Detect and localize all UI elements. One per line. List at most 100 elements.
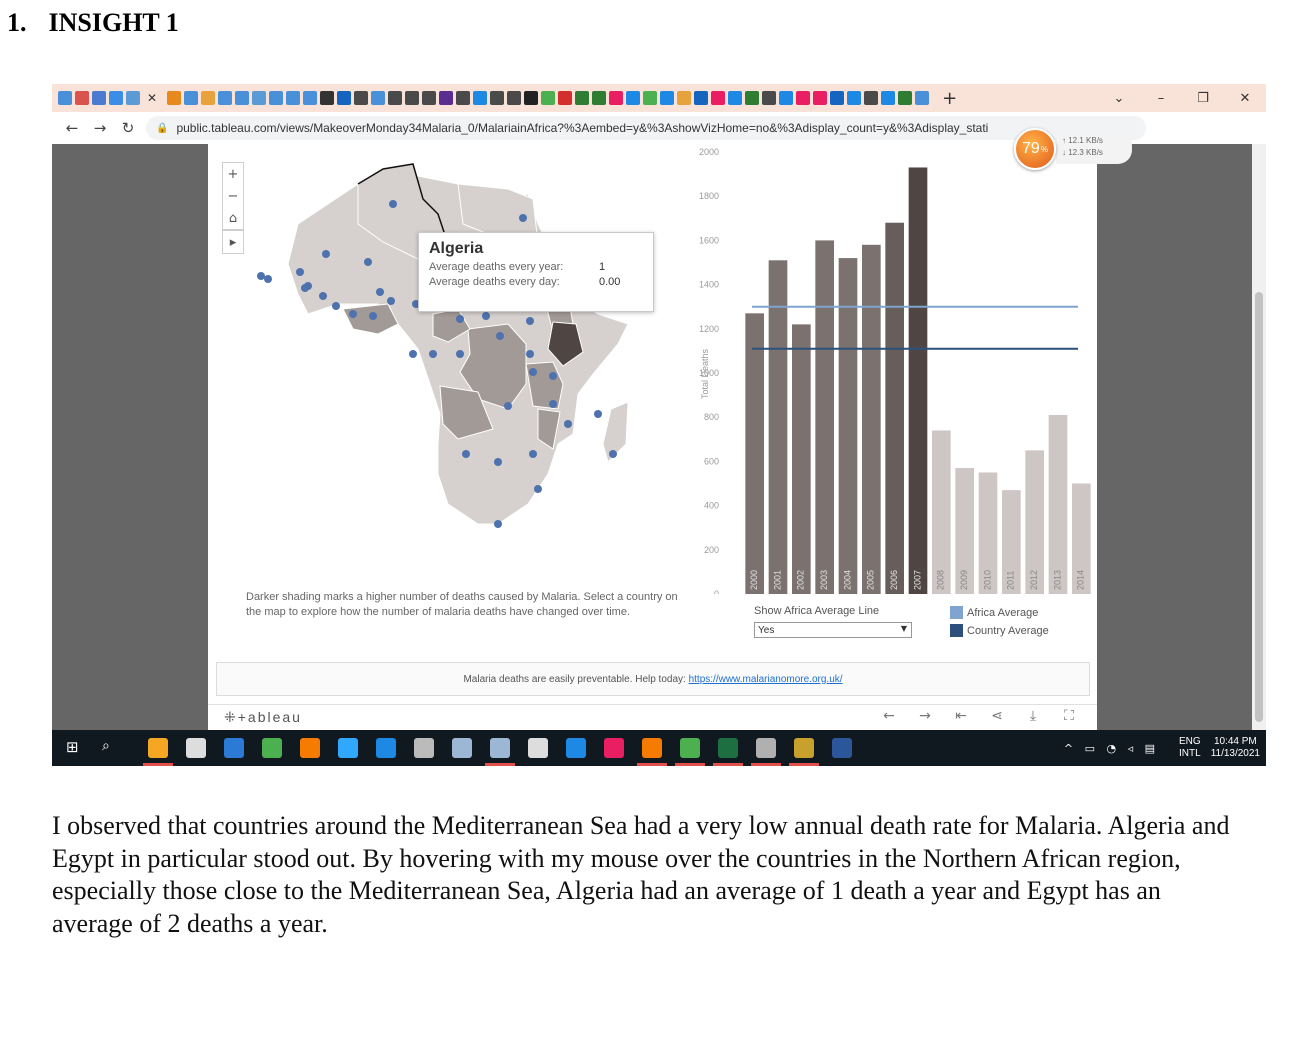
pinned-tab-icon[interactable]	[421, 91, 436, 105]
pinned-tab-icon[interactable]	[489, 91, 504, 105]
taskbar-app-icon[interactable]	[376, 738, 396, 758]
taskbar-app-icon[interactable]	[794, 738, 814, 758]
tray-icons[interactable]: ^ ▭ ◔ ◃ ▤	[1063, 741, 1160, 755]
taskbar-app-icon[interactable]	[148, 738, 168, 758]
page-scrollbar[interactable]	[1252, 144, 1266, 730]
pinned-tab-icon[interactable]	[710, 91, 725, 105]
pinned-tab-icon[interactable]	[863, 91, 878, 105]
taskbar-app-icon[interactable]	[186, 738, 206, 758]
taskbar-app-icon[interactable]	[832, 738, 852, 758]
pinned-tab-icon[interactable]	[812, 91, 827, 105]
map-country-dot[interactable]	[496, 332, 504, 340]
map-country-dot[interactable]	[304, 282, 312, 290]
pinned-tab-icon[interactable]	[268, 91, 283, 105]
pinned-tab-icon[interactable]	[727, 91, 742, 105]
pinned-tab-icon[interactable]	[829, 91, 844, 105]
pinned-tab-icon[interactable]	[217, 91, 232, 105]
africa-map[interactable]	[208, 144, 678, 584]
map-country-dot[interactable]	[462, 450, 470, 458]
reload-icon[interactable]: ↻	[121, 119, 135, 137]
taskbar-app-icon[interactable]	[490, 738, 510, 758]
pinned-tab-icon[interactable]	[778, 91, 793, 105]
map-country-dot[interactable]	[494, 458, 502, 466]
taskbar-app-icon[interactable]	[680, 738, 700, 758]
bar-2001[interactable]	[768, 260, 788, 594]
pinned-tab-icon[interactable]	[897, 91, 912, 105]
zoom-in-button[interactable]: +	[227, 166, 239, 182]
map-country-dot[interactable]	[319, 292, 327, 300]
bar-2000[interactable]	[745, 313, 764, 594]
taskbar-app-icon[interactable]	[566, 738, 586, 758]
map-country-dot[interactable]	[564, 420, 572, 428]
taskbar-app-icon[interactable]	[528, 738, 548, 758]
map-country-dot[interactable]	[529, 450, 537, 458]
map-country-dot[interactable]	[534, 485, 542, 493]
bar-2012[interactable]	[1025, 450, 1044, 594]
redo-icon[interactable]: →	[919, 708, 931, 724]
scrollbar-thumb[interactable]	[1255, 292, 1263, 722]
pinned-tab-icon[interactable]	[642, 91, 657, 105]
taskbar-app-icon[interactable]	[262, 738, 282, 758]
pinned-tab-icon[interactable]	[506, 91, 521, 105]
pinned-tab-icon[interactable]	[353, 91, 368, 105]
bar-2008[interactable]	[932, 430, 951, 594]
taskbar-app-icon[interactable]	[718, 738, 738, 758]
avg-line-select[interactable]: Yes ▼	[754, 622, 912, 638]
pinned-tab-icon[interactable]	[166, 91, 181, 105]
map-country-dot[interactable]	[332, 302, 340, 310]
map-country-dot[interactable]	[526, 317, 534, 325]
country-kenya[interactable]	[547, 321, 584, 367]
bar-2013[interactable]	[1048, 414, 1068, 594]
taskbar-app-icon[interactable]	[756, 738, 776, 758]
bar-2004[interactable]	[838, 258, 858, 594]
pinned-tab-icon[interactable]	[608, 91, 623, 105]
pinned-tab-icon[interactable]	[761, 91, 776, 105]
pinned-tab-icon[interactable]	[744, 91, 759, 105]
pinned-tab-icon[interactable]	[795, 91, 810, 105]
undo-icon[interactable]: ←	[883, 708, 895, 724]
pinned-tab-icon[interactable]	[523, 91, 538, 105]
map-country-dot[interactable]	[549, 400, 557, 408]
map-toolbar-toggle[interactable]: ▸	[222, 230, 244, 254]
pinned-tab-icon[interactable]	[285, 91, 300, 105]
forward-arrow-icon[interactable]: →	[93, 119, 107, 137]
country-mozambique[interactable]	[537, 408, 561, 450]
pinned-tab-icon[interactable]	[251, 91, 266, 105]
bar-2003[interactable]	[815, 240, 834, 594]
pinned-tab-icon[interactable]	[846, 91, 861, 105]
madagascar[interactable]	[602, 401, 629, 463]
pinned-tab-icon[interactable]	[659, 91, 674, 105]
play-arrow-icon[interactable]: ▸	[229, 234, 237, 250]
map-country-dot[interactable]	[594, 410, 602, 418]
taskbar-app-icon[interactable]	[452, 738, 472, 758]
close-window-button[interactable]: ✕	[1239, 90, 1251, 106]
pinned-tab-icon[interactable]	[880, 91, 895, 105]
taskbar-app-icon[interactable]	[414, 738, 434, 758]
taskbar-app-icon[interactable]	[642, 738, 662, 758]
bar-2010[interactable]	[978, 472, 998, 594]
bar-2005[interactable]	[862, 244, 881, 594]
share-icon[interactable]: ⋖	[991, 708, 1003, 724]
map-country-dot[interactable]	[264, 275, 272, 283]
map-country-dot[interactable]	[609, 450, 617, 458]
pinned-tab-icon[interactable]	[404, 91, 419, 105]
map-country-dot[interactable]	[456, 315, 464, 323]
bar-2002[interactable]	[792, 324, 811, 594]
pinned-tab-icon[interactable]	[370, 91, 385, 105]
pinned-tab-icon[interactable]	[693, 91, 708, 105]
search-icon[interactable]: ⌕	[102, 738, 110, 754]
map-country-dot[interactable]	[494, 520, 502, 528]
map-country-dot[interactable]	[387, 297, 395, 305]
map-country-dot[interactable]	[349, 310, 357, 318]
tab-close-icon[interactable]: ✕	[147, 91, 158, 105]
pinned-tab-icon[interactable]	[540, 91, 555, 105]
language-indicator[interactable]: ENG INTL	[1179, 736, 1201, 760]
bar-2007[interactable]	[908, 167, 928, 594]
restore-button[interactable]: ❐	[1197, 90, 1209, 106]
pinned-tab-icon[interactable]	[557, 91, 572, 105]
pinned-tab-icon[interactable]	[302, 91, 317, 105]
pinned-tab-icon[interactable]	[625, 91, 640, 105]
map-country-dot[interactable]	[429, 350, 437, 358]
pinned-tab-icon[interactable]	[183, 91, 198, 105]
fullscreen-icon[interactable]: ⛶	[1064, 708, 1074, 724]
